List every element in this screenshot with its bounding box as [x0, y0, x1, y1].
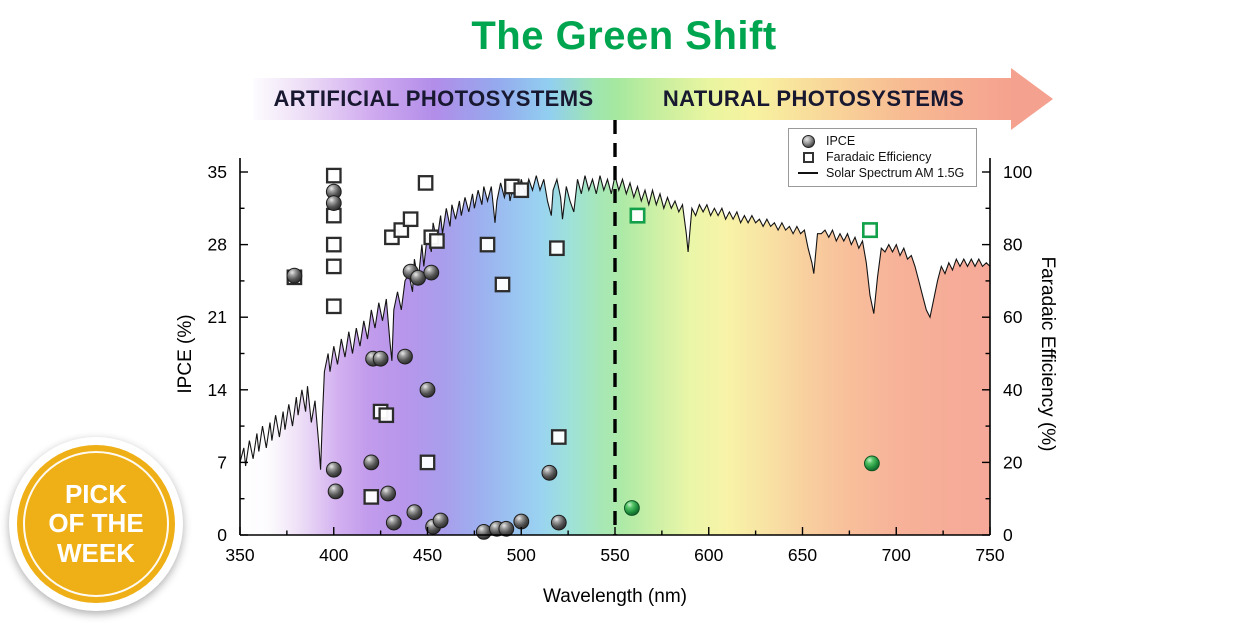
- fe-point: [549, 240, 565, 257]
- ipce-point: [397, 348, 413, 365]
- figure-title: The Green Shift: [471, 14, 777, 58]
- square-marker-icon: [802, 151, 814, 163]
- ipce-point: [498, 520, 515, 537]
- spectrum-arrow-banner: ARTIFICIAL PHOTOSYSTEMS NATURAL PHOTOSYS…: [253, 68, 1055, 130]
- ipce-point: [550, 514, 567, 531]
- ipce-point: [325, 461, 342, 478]
- sphere-marker-icon: [801, 134, 815, 148]
- fe-point: [479, 236, 496, 253]
- ipce-point: [325, 195, 342, 211]
- pick-of-the-week-badge: PICK OF THE WEEK: [9, 437, 183, 611]
- svg-text:100: 100: [1003, 162, 1032, 182]
- fe-point: [402, 211, 419, 228]
- legend-item-ipce: IPCE: [797, 134, 964, 148]
- ipce-point: [419, 381, 436, 398]
- banner-label-natural: NATURAL PHOTOSYSTEMS: [662, 86, 965, 111]
- fe-point: [325, 167, 342, 184]
- legend-ipce-marker: [797, 134, 819, 148]
- chart-svg: 350 400 450 500 550 600 650 700 7500714212835020…: [208, 120, 1033, 565]
- svg-text:750: 750: [975, 545, 1004, 565]
- svg-text:28: 28: [208, 235, 227, 255]
- line-marker-icon: [798, 172, 818, 174]
- svg-text:500: 500: [507, 545, 536, 565]
- fe-point: [550, 429, 567, 445]
- svg-text:350: 350: [225, 545, 254, 565]
- ipce-point: [406, 504, 423, 521]
- ipce-point: [286, 267, 303, 284]
- ipce-point: [541, 464, 558, 481]
- svg-text:600: 600: [694, 545, 723, 565]
- ipce-point: [385, 514, 402, 531]
- legend-item-faradaic: Faradaic Efficiency: [797, 150, 964, 164]
- y-axis-label-right: Faradaic Efficiency (%): [1037, 256, 1058, 452]
- legend-item-solar: Solar Spectrum AM 1.5G: [797, 166, 964, 180]
- svg-text:60: 60: [1003, 307, 1023, 327]
- ipce-point: [372, 350, 389, 367]
- svg-text:700: 700: [882, 545, 911, 565]
- svg-text:35: 35: [208, 162, 227, 182]
- fe-point: [429, 233, 445, 249]
- ipce-point: [363, 454, 380, 471]
- tick-labels: 350 400 450 500 550 600 650 700 7500714212835020…: [208, 162, 1033, 565]
- fe-point: [325, 298, 342, 315]
- svg-text:14: 14: [208, 380, 228, 400]
- legend-faradaic-label: Faradaic Efficiency: [826, 150, 932, 164]
- fe-point-green: [629, 207, 646, 224]
- fe-point: [363, 489, 380, 505]
- fe-point: [378, 407, 395, 424]
- arrow-banner-body: ARTIFICIAL PHOTOSYSTEMS NATURAL PHOTOSYS…: [253, 78, 1013, 120]
- svg-text:650: 650: [788, 545, 817, 565]
- ipce-point: [327, 483, 344, 500]
- svg-text:20: 20: [1003, 452, 1023, 472]
- ipce-point: [432, 512, 449, 529]
- svg-text:550: 550: [600, 545, 629, 565]
- ipce-point-green: [864, 455, 880, 472]
- svg-text:80: 80: [1003, 235, 1023, 255]
- fe-point: [494, 276, 511, 293]
- svg-text:40: 40: [1003, 380, 1023, 400]
- solar-spectrum-curve: [239, 175, 991, 470]
- legend-solar-label: Solar Spectrum AM 1.5G: [826, 166, 965, 180]
- pick-badge-circle: PICK OF THE WEEK: [17, 445, 175, 603]
- fe-point-green: [861, 222, 878, 239]
- y-axis-label-left: IPCE (%): [175, 314, 196, 394]
- fe-point: [419, 454, 436, 471]
- fe-point: [417, 175, 434, 191]
- legend-faradaic-marker: [797, 151, 819, 163]
- fe-point: [325, 258, 342, 275]
- banner-label-artificial: ARTIFICIAL PHOTOSYSTEMS: [273, 86, 594, 111]
- ipce-point-green: [624, 500, 640, 516]
- x-axis-label: Wavelength (nm): [543, 586, 687, 607]
- fe-point: [513, 182, 530, 199]
- svg-text:0: 0: [1003, 525, 1013, 545]
- tick-marks: [239, 171, 991, 536]
- svg-text:450: 450: [413, 545, 442, 565]
- fe-point: [325, 236, 342, 253]
- ipce-point: [423, 264, 440, 281]
- svg-text:21: 21: [208, 307, 227, 327]
- badge-line-1: PICK: [64, 478, 128, 509]
- ipce-point: [410, 269, 427, 286]
- ipce-point: [380, 485, 397, 502]
- svg-text:7: 7: [217, 452, 227, 472]
- chart-legend: IPCE Faradaic Efficiency Solar Spectrum …: [788, 128, 978, 187]
- badge-line-3: WEEK: [57, 537, 135, 568]
- ipce-point: [475, 524, 492, 540]
- ipce-point: [513, 513, 530, 530]
- svg-text:400: 400: [319, 545, 348, 565]
- pick-badge-text: PICK OF THE WEEK: [23, 451, 169, 597]
- legend-ipce-label: IPCE: [826, 134, 856, 148]
- svg-text:0: 0: [217, 525, 227, 545]
- badge-line-2: OF THE: [48, 508, 144, 539]
- legend-solar-marker: [797, 172, 819, 174]
